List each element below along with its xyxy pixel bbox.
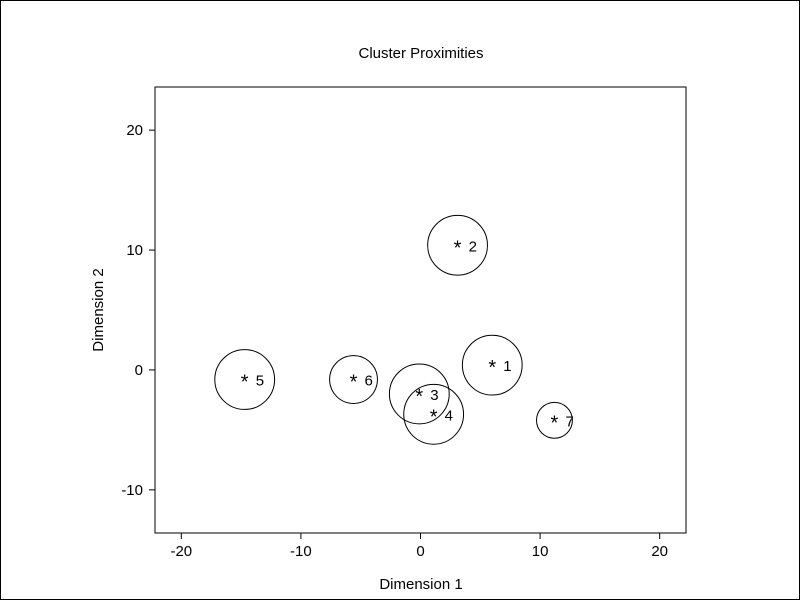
y-tick-label: 0 bbox=[135, 362, 143, 379]
cluster-3: * 3 bbox=[388, 363, 450, 425]
y-axis: -10 0 10 20 bbox=[121, 122, 155, 499]
cluster-label: 7 bbox=[565, 413, 573, 430]
cluster-4: * 4 bbox=[403, 383, 465, 445]
cluster-circle bbox=[427, 214, 488, 276]
cluster-marker: * bbox=[551, 412, 559, 434]
cluster-2: * 2 bbox=[427, 214, 488, 276]
x-tick-label: 10 bbox=[532, 543, 549, 560]
cluster-label: 3 bbox=[430, 387, 438, 404]
cluster-marker: * bbox=[415, 386, 423, 408]
x-axis-label: Dimension 1 bbox=[379, 576, 462, 593]
cluster-marker: * bbox=[241, 372, 249, 394]
cluster-label: 2 bbox=[469, 238, 477, 255]
cluster-1: * 1 bbox=[461, 334, 523, 396]
cluster-7: * 7 bbox=[536, 401, 574, 439]
cluster-circle bbox=[461, 334, 523, 396]
y-tick-label: 10 bbox=[126, 242, 143, 259]
y-tick-label: -10 bbox=[121, 482, 143, 499]
cluster-circle bbox=[214, 349, 276, 410]
cluster-circle bbox=[329, 355, 378, 404]
y-tick-label: 20 bbox=[126, 122, 143, 139]
data-points: * 1* 2* 3* 4* 5 * 6* 7 bbox=[214, 214, 574, 445]
chart-title: Cluster Proximities bbox=[358, 45, 483, 62]
x-axis: -20 -10 0 10 20 bbox=[170, 533, 668, 560]
cluster-label: 6 bbox=[365, 373, 373, 390]
cluster-6: * 6 bbox=[329, 355, 378, 404]
y-axis-label: Dimension 2 bbox=[90, 268, 107, 351]
cluster-label: 4 bbox=[445, 407, 453, 424]
cluster-marker: * bbox=[430, 406, 438, 428]
cluster-circle bbox=[536, 401, 573, 439]
cluster-marker: * bbox=[454, 237, 462, 259]
x-tick-label: -10 bbox=[290, 543, 312, 560]
x-tick-label: 20 bbox=[651, 543, 668, 560]
cluster-5: * 5 bbox=[214, 349, 276, 410]
cluster-marker: * bbox=[488, 357, 496, 379]
cluster-circle bbox=[388, 363, 450, 425]
cluster-label: 5 bbox=[256, 373, 264, 390]
x-tick-label: -20 bbox=[170, 543, 192, 560]
cluster-marker: * bbox=[350, 372, 358, 394]
cluster-label: 1 bbox=[503, 358, 511, 375]
x-tick-label: 0 bbox=[416, 543, 424, 560]
cluster-circle bbox=[403, 383, 465, 445]
plot-area bbox=[154, 86, 687, 534]
